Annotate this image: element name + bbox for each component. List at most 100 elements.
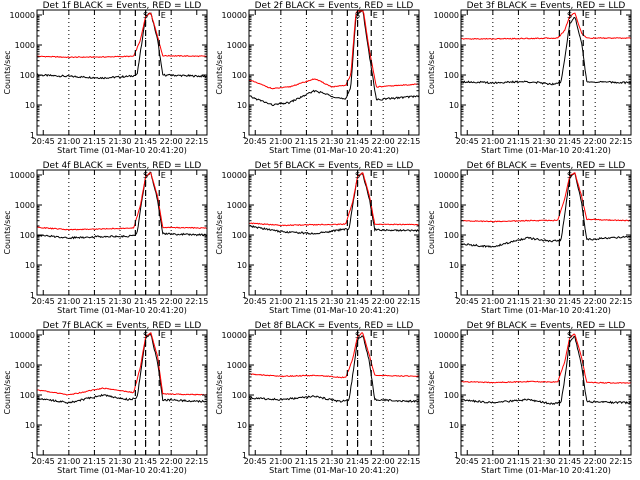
marker-label: S xyxy=(355,11,360,20)
x-tick-label: 21:15 xyxy=(83,297,106,306)
marker-label: E xyxy=(585,11,590,20)
marker-label: E xyxy=(161,11,166,20)
plot-frame xyxy=(248,329,420,456)
panel-title: Det 3f BLACK = Events, RED = LLD xyxy=(467,1,626,11)
series-line-lld xyxy=(249,172,419,227)
x-tick-label: 22:00 xyxy=(584,457,607,466)
series-line-events xyxy=(248,10,420,107)
x-tick-label: 22:15 xyxy=(185,137,208,146)
x-tick-label: 22:00 xyxy=(160,297,183,306)
series-line-events xyxy=(36,171,208,240)
plot-frame xyxy=(460,9,632,136)
panel-title: Det 8f BLACK = Events, RED = LLD xyxy=(255,321,414,331)
panel-title: Det 7f BLACK = Events, RED = LLD xyxy=(43,321,202,331)
x-tick-label: 21:15 xyxy=(295,137,318,146)
y-tick-label: 1 xyxy=(454,131,459,140)
x-tick-label: 22:15 xyxy=(185,297,208,306)
y-axis-label: Counts/sec xyxy=(427,370,436,414)
y-tick-label: 1000 xyxy=(439,361,459,370)
x-tick-label: 21:15 xyxy=(507,137,530,146)
x-tick-label: 21:30 xyxy=(532,137,555,146)
x-axis-label: Start Time (01-Mar-10 20:41:20) xyxy=(269,466,399,475)
series-line-events xyxy=(460,16,632,86)
x-tick-label: 22:00 xyxy=(372,297,395,306)
marker-label: E xyxy=(373,171,378,180)
x-tick-label: 22:00 xyxy=(584,297,607,306)
y-tick-label: 100 xyxy=(232,391,247,400)
y-tick-label: 10000 xyxy=(434,331,459,340)
x-tick-label: 21:15 xyxy=(295,297,318,306)
y-tick-label: 1 xyxy=(242,131,247,140)
marker-label: S xyxy=(567,331,572,340)
y-tick-label: 1 xyxy=(242,451,247,460)
y-tick-label: 100 xyxy=(20,71,35,80)
panel-title: Det 5f BLACK = Events, RED = LLD xyxy=(255,161,414,171)
marker-label: E xyxy=(585,331,590,340)
x-tick-label: 21:30 xyxy=(320,457,343,466)
x-axis-label: Start Time (01-Mar-10 20:41:20) xyxy=(57,306,187,315)
panel-title: Det 1f BLACK = Events, RED = LLD xyxy=(43,1,202,11)
y-tick-label: 1000 xyxy=(227,41,247,50)
y-tick-label: 1000 xyxy=(227,361,247,370)
x-tick-label: 22:00 xyxy=(584,137,607,146)
y-axis-label: Counts/sec xyxy=(427,210,436,254)
y-tick-label: 1 xyxy=(242,291,247,300)
x-tick-label: 21:45 xyxy=(558,297,581,306)
y-tick-label: 1000 xyxy=(227,201,247,210)
x-tick-label: 21:00 xyxy=(481,457,504,466)
y-tick-label: 1000 xyxy=(439,201,459,210)
x-tick-label: 22:15 xyxy=(397,297,420,306)
y-tick-label: 10000 xyxy=(10,331,35,340)
marker-label: S xyxy=(143,331,148,340)
y-tick-label: 1000 xyxy=(439,41,459,50)
series-line-lld xyxy=(460,12,631,40)
x-tick-label: 21:30 xyxy=(532,297,555,306)
x-tick-label: 22:00 xyxy=(372,137,395,146)
y-tick-label: 10000 xyxy=(222,331,247,340)
x-tick-label: 20:45 xyxy=(244,297,267,306)
y-tick-label: 1000 xyxy=(15,361,35,370)
marker-label: E xyxy=(373,11,378,20)
x-tick-label: 21:30 xyxy=(532,457,555,466)
y-tick-label: 1 xyxy=(454,291,459,300)
x-axis-label: Start Time (01-Mar-10 20:41:20) xyxy=(481,466,611,475)
y-tick-label: 10 xyxy=(25,261,35,270)
x-tick-label: 21:45 xyxy=(134,297,157,306)
x-tick-label: 22:15 xyxy=(609,137,632,146)
y-tick-label: 1000 xyxy=(15,41,35,50)
x-tick-label: 21:30 xyxy=(108,297,131,306)
y-tick-label: 10000 xyxy=(10,171,35,180)
y-tick-label: 10 xyxy=(449,261,459,270)
x-tick-label: 20:45 xyxy=(244,457,267,466)
x-tick-label: 20:45 xyxy=(32,457,55,466)
marker-label: E xyxy=(161,331,166,340)
series-line-events xyxy=(36,332,208,405)
y-tick-label: 100 xyxy=(444,231,459,240)
x-tick-label: 21:00 xyxy=(481,297,504,306)
x-tick-label: 21:15 xyxy=(507,297,530,306)
y-tick-label: 10000 xyxy=(434,171,459,180)
marker-label: S xyxy=(355,171,360,180)
y-tick-label: 1000 xyxy=(15,201,35,210)
series-line-lld xyxy=(36,12,208,59)
plot-frame xyxy=(460,169,632,296)
series-line-events xyxy=(249,172,420,235)
y-axis-label: Counts/sec xyxy=(3,370,12,414)
marker-label: S xyxy=(567,171,572,180)
y-axis-label: Counts/sec xyxy=(3,210,12,254)
y-axis-label: Counts/sec xyxy=(215,50,224,94)
x-tick-label: 20:45 xyxy=(32,297,55,306)
y-tick-label: 100 xyxy=(20,231,35,240)
x-axis-label: Start Time (01-Mar-10 20:41:20) xyxy=(57,466,187,475)
x-tick-label: 21:15 xyxy=(83,137,106,146)
y-tick-label: 10 xyxy=(237,261,247,270)
y-tick-label: 100 xyxy=(20,391,35,400)
x-tick-label: 22:15 xyxy=(609,297,632,306)
panel-title: Det 6f BLACK = Events, RED = LLD xyxy=(467,161,626,171)
